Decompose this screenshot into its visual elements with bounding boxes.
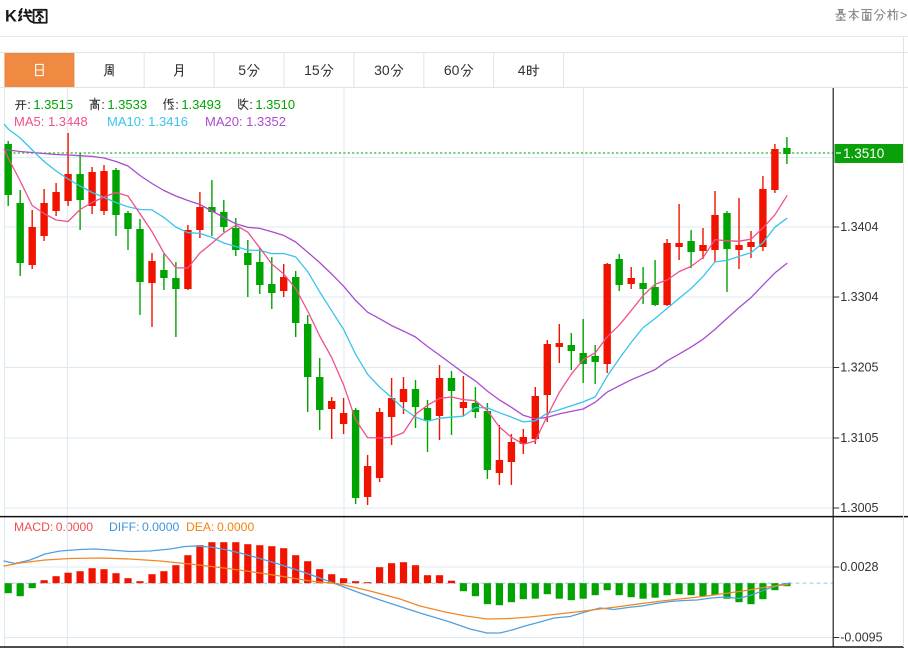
svg-text:1.3404: 1.3404 [840, 220, 878, 234]
svg-text:DEA:0.0000: DEA: 0.0000 [186, 520, 254, 534]
svg-text:1.3105: 1.3105 [840, 431, 878, 445]
svg-text:K: K [5, 8, 17, 26]
svg-text::1.3510: :1.3510 [249, 97, 295, 112]
svg-text:MACD:0.0000: MACD: 0.0000 [14, 520, 93, 534]
svg-text:>: > [900, 9, 907, 23]
svg-text::1.3515: :1.3515 [27, 97, 73, 112]
svg-text:1.3510: 1.3510 [843, 146, 884, 161]
svg-text:MA10: 1.3416: MA10: 1.3416 [107, 114, 188, 129]
svg-text::1.3533: :1.3533 [101, 97, 147, 112]
svg-text:15: 15 [304, 62, 320, 78]
svg-text:60: 60 [444, 62, 460, 78]
svg-text:30: 30 [374, 62, 390, 78]
svg-text:DIFF:0.0000: DIFF: 0.0000 [109, 520, 179, 534]
svg-text:1.3304: 1.3304 [840, 290, 878, 304]
svg-text:4: 4 [518, 62, 526, 78]
svg-text:MA5: 1.3448: MA5: 1.3448 [14, 114, 88, 129]
svg-text:1.3005: 1.3005 [840, 501, 878, 515]
svg-text:1.3205: 1.3205 [840, 361, 878, 375]
svg-text:0.0028: 0.0028 [840, 560, 878, 574]
svg-text::1.3493: :1.3493 [175, 97, 221, 112]
svg-text:-0.0095: -0.0095 [840, 631, 882, 645]
svg-text:MA20: 1.3352: MA20: 1.3352 [205, 114, 286, 129]
svg-text:5: 5 [238, 62, 246, 78]
